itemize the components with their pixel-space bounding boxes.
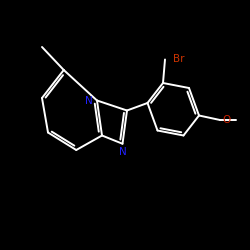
Text: N: N — [119, 147, 126, 157]
Text: O: O — [222, 115, 230, 125]
Text: N: N — [85, 96, 93, 106]
Text: Br: Br — [172, 54, 184, 64]
